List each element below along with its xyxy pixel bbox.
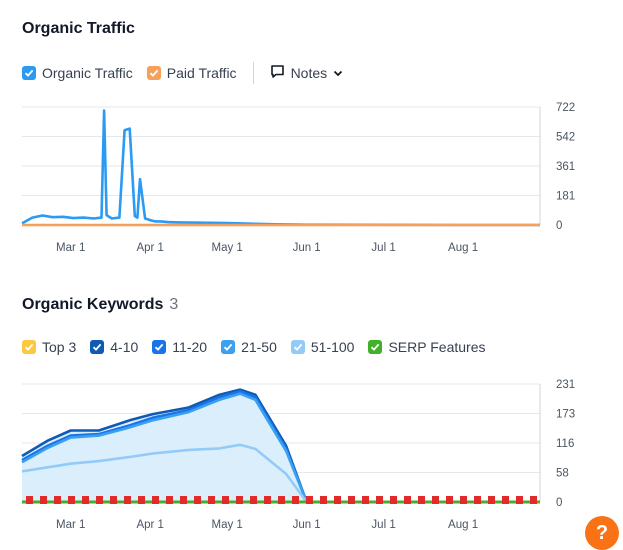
checkbox-checked-icon[interactable] [22, 66, 36, 80]
y-tick-label: 58 [556, 468, 569, 480]
x-tick-label: Aug 1 [448, 242, 478, 254]
serp-flag-icon [96, 496, 103, 504]
serp-flag-icon [250, 496, 257, 504]
legend-top-3[interactable]: Top 3 [22, 339, 76, 355]
series-line-51-100 [21, 443, 308, 503]
x-tick-label: Jul 1 [371, 242, 395, 254]
checkbox-checked-icon[interactable] [290, 340, 305, 354]
serp-flag-icon [138, 496, 145, 504]
checkbox-checked-icon[interactable] [90, 340, 105, 354]
traffic-legend: Organic Traffic Paid Traffic Notes [22, 62, 343, 84]
checkbox-checked-icon[interactable] [146, 66, 161, 80]
serp-flag-icon [460, 496, 467, 504]
y-tick-label: 361 [556, 161, 575, 173]
serp-flag-icon [152, 496, 159, 504]
organic-keywords-title: Organic Keywords 3 [22, 296, 179, 313]
x-tick-label: Jun 1 [293, 242, 321, 254]
serp-flag-icon [432, 496, 439, 504]
serp-flag-icon [40, 496, 47, 504]
keywords-legend: Top 3 4-10 11-20 21-50 51-100 SERP Featu… [22, 339, 499, 355]
legend-11-20[interactable]: 11-20 [152, 339, 207, 355]
organic-traffic-title: Organic Traffic [22, 20, 135, 37]
serp-flag-icon [404, 496, 411, 504]
serp-flag-icon [390, 496, 397, 504]
serp-flag-icon [54, 496, 61, 504]
x-tick-label: Mar 1 [56, 242, 85, 254]
x-tick-label: Apr 1 [136, 242, 164, 254]
legend-serp-features[interactable]: SERP Features [368, 339, 485, 355]
serp-flag-icon [446, 496, 453, 504]
y-tick-label: 542 [556, 132, 575, 144]
serp-flag-icon [180, 496, 187, 504]
serp-flag-icon [278, 496, 285, 504]
comment-icon [270, 64, 285, 82]
serp-flag-icon [320, 496, 327, 504]
serp-flag-icon [222, 496, 229, 504]
serp-flag-icon [292, 496, 299, 504]
y-tick-label: 722 [556, 102, 575, 114]
legend-organic-traffic[interactable]: Organic Traffic [22, 65, 133, 81]
legend-4-10[interactable]: 4-10 [90, 339, 138, 355]
y-tick-label: 173 [556, 409, 575, 421]
notes-dropdown[interactable]: Notes [270, 64, 344, 82]
serp-flag-icon [236, 496, 243, 504]
x-tick-label: Aug 1 [448, 519, 478, 531]
x-tick-label: May 1 [211, 519, 242, 531]
chevron-down-icon [333, 65, 343, 81]
organic-traffic-chart[interactable]: 722 542 361 181 0 Mar 1 Apr 1 May 1 Jun 1 Jul 1 Au… [0, 95, 600, 265]
x-tick-label: Apr 1 [136, 519, 164, 531]
x-tick-label: Jul 1 [371, 519, 395, 531]
y-tick-label: 181 [556, 191, 575, 203]
x-tick-label: Jun 1 [293, 519, 321, 531]
y-tick-label: 0 [556, 220, 562, 232]
serp-flag-icon [418, 496, 425, 504]
y-tick-label: 116 [556, 438, 574, 450]
series-line-4-10 [21, 388, 308, 503]
legend-51-100[interactable]: 51-100 [290, 339, 354, 355]
serp-flag-icon [348, 496, 355, 504]
checkbox-checked-icon[interactable] [152, 340, 167, 354]
serp-flag-icon [264, 496, 271, 504]
serp-flag-icon [82, 496, 89, 504]
serp-flag-icon [376, 496, 383, 504]
keywords-count: 3 [169, 296, 179, 313]
serp-flag-icon [166, 496, 173, 504]
serp-flag-icon [334, 496, 341, 504]
serp-flag-icon [124, 496, 131, 504]
organic-keywords-chart[interactable]: 231 173 116 58 0 Mar 1 Apr 1 May 1 Jun 1 Jul 1 Aug… [0, 372, 600, 542]
serp-flag-icon [208, 496, 215, 504]
series-line-organic-traffic [21, 109, 540, 227]
serp-flag-icon [306, 496, 313, 504]
help-button[interactable]: ? [585, 516, 619, 550]
serp-flag-icon [474, 496, 481, 504]
serp-flag-icon [26, 496, 33, 504]
serp-flag-icon [488, 496, 495, 504]
serp-flag-icon [516, 496, 523, 504]
serp-flag-icon [502, 496, 509, 504]
serp-flag-icon [362, 496, 369, 504]
keywords-area-fill [22, 389, 307, 502]
checkbox-checked-icon[interactable] [221, 340, 236, 354]
checkbox-checked-icon[interactable] [368, 340, 383, 354]
legend-paid-traffic[interactable]: Paid Traffic [146, 65, 237, 81]
y-tick-label: 231 [556, 379, 575, 391]
legend-divider [252, 62, 254, 84]
y-tick-label: 0 [556, 497, 562, 509]
serp-flag-icon [110, 496, 117, 504]
x-tick-label: May 1 [211, 242, 242, 254]
checkbox-checked-icon[interactable] [22, 340, 36, 354]
serp-flag-icon [194, 496, 201, 504]
series-line-21-50 [21, 392, 308, 503]
x-tick-label: Mar 1 [56, 519, 85, 531]
serp-flag-icon [68, 496, 75, 504]
legend-21-50[interactable]: 21-50 [221, 339, 277, 355]
serp-flag-icon [530, 496, 537, 504]
